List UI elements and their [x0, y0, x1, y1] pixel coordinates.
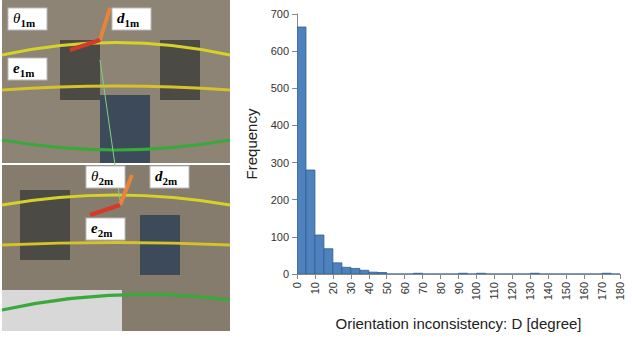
svg-text:e1m: e1m [13, 60, 34, 79]
svg-text:600: 600 [271, 45, 289, 57]
svg-text:70: 70 [417, 282, 429, 294]
svg-text:110: 110 [488, 282, 500, 300]
svg-text:130: 130 [524, 282, 536, 300]
svg-text:0: 0 [291, 282, 303, 288]
svg-text:60: 60 [399, 282, 411, 294]
svg-text:100: 100 [470, 282, 482, 300]
svg-text:d1m: d1m [117, 10, 139, 29]
svg-text:300: 300 [271, 157, 289, 169]
svg-text:80: 80 [435, 282, 447, 294]
svg-text:700: 700 [271, 8, 289, 20]
svg-text:40: 40 [363, 282, 375, 294]
svg-text:d2m: d2m [155, 168, 177, 187]
svg-text:120: 120 [506, 282, 518, 300]
svg-text:50: 50 [381, 282, 393, 294]
svg-text:30: 30 [345, 282, 357, 294]
svg-text:90: 90 [453, 282, 465, 294]
svg-text:160: 160 [578, 282, 590, 300]
svg-text:500: 500 [271, 82, 289, 94]
svg-text:170: 170 [596, 282, 608, 300]
svg-text:10: 10 [309, 282, 321, 294]
svg-text:20: 20 [327, 282, 339, 294]
svg-text:140: 140 [542, 282, 554, 300]
svg-text:θ2m: θ2m [91, 168, 113, 187]
svg-text:150: 150 [560, 282, 572, 300]
svg-text:θ1m: θ1m [13, 10, 35, 29]
svg-text:Frequency: Frequency [243, 108, 260, 179]
svg-text:100: 100 [271, 231, 289, 243]
svg-text:0: 0 [283, 268, 289, 280]
svg-text:180: 180 [614, 282, 626, 300]
svg-text:200: 200 [271, 194, 289, 206]
svg-text:400: 400 [271, 119, 289, 131]
svg-text:e2m: e2m [91, 220, 112, 239]
svg-text:Orientation inconsistency: D [: Orientation inconsistency: D [degree] [336, 315, 582, 332]
